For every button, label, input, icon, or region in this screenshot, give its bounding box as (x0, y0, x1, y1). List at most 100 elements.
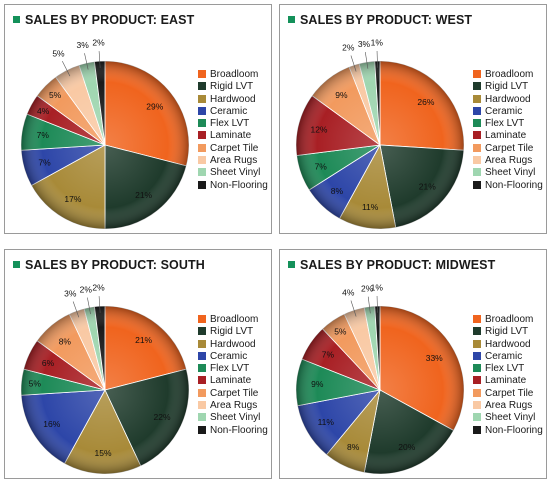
legend-item-rigid-lvt: Rigid LVT (473, 326, 543, 338)
legend-label: Ceramic (485, 105, 523, 117)
legend-label: Flex LVT (210, 118, 250, 130)
legend-swatch-icon (473, 351, 481, 360)
legend: Broadloom Rigid LVT Hardwood Ceramic Flex LV… (198, 69, 268, 192)
legend-label: Rigid LVT (485, 326, 529, 338)
legend-item-flex-lvt: Flex LVT (473, 118, 543, 130)
slice-label-flex-lvt: 7% (37, 130, 50, 140)
slice-label-hardwood: 8% (347, 442, 360, 452)
legend-item-rigid-lvt: Rigid LVT (198, 326, 268, 338)
legend-label: Hardwood (210, 93, 256, 105)
legend-swatch-icon (473, 106, 481, 115)
legend-label: Ceramic (210, 350, 248, 362)
slice-label-laminate: 6% (42, 358, 55, 368)
legend-swatch-icon (198, 376, 206, 385)
legend-item-hardwood: Hardwood (473, 94, 543, 106)
slice-label-rigid-lvt: 22% (153, 412, 170, 422)
legend: Broadloom Rigid LVT Hardwood Ceramic Flex LV… (473, 314, 543, 437)
legend-swatch-icon (473, 401, 481, 410)
slice-label-broadloom: 33% (426, 353, 443, 363)
legend-label: Ceramic (485, 350, 523, 362)
legend-label: Flex LVT (210, 363, 250, 375)
legend-swatch-icon (473, 327, 481, 336)
legend-label: Broadloom (485, 69, 534, 80)
leader-line-sheet-vinyl (367, 296, 371, 314)
chart-title: SALES BY PRODUCT: MIDWEST (288, 258, 495, 272)
slice-label-hardwood: 17% (64, 194, 81, 204)
leader-line-area-rugs (350, 55, 357, 72)
title-marker-icon (288, 16, 295, 23)
legend-swatch-icon (198, 413, 206, 422)
legend-item-rigid-lvt: Rigid LVT (473, 81, 543, 93)
legend-swatch-icon (473, 413, 481, 422)
slice-label-rigid-lvt: 20% (398, 442, 415, 452)
slice-label-non-flooring: 2% (92, 38, 105, 48)
slice-label-carpet-tile: 5% (334, 327, 347, 337)
legend-item-carpet-tile: Carpet Tile (198, 143, 268, 155)
slice-label-ceramic: 16% (43, 419, 60, 429)
legend-swatch-icon (473, 180, 481, 189)
legend-swatch-icon (473, 70, 481, 78)
slice-label-carpet-tile: 8% (59, 336, 72, 346)
legend-item-carpet-tile: Carpet Tile (473, 388, 543, 400)
legend-swatch-icon (198, 388, 206, 397)
legend-label: Carpet Tile (210, 142, 259, 154)
legend-swatch-icon (198, 168, 206, 177)
legend-item-non-flooring: Non-Flooring (473, 180, 543, 192)
slice-label-non-flooring: 1% (371, 283, 384, 293)
legend-swatch-icon (473, 376, 481, 385)
legend-item-broadloom: Broadloom (473, 69, 543, 81)
legend-label: Broadloom (485, 314, 534, 325)
legend: Broadloom Rigid LVT Hardwood Ceramic Flex LV… (198, 314, 268, 437)
slice-label-non-flooring: 2% (92, 283, 105, 293)
legend-label: Area Rugs (485, 400, 533, 412)
legend-swatch-icon (198, 106, 206, 115)
slice-label-ceramic: 8% (331, 186, 344, 196)
legend-swatch-icon (198, 70, 206, 78)
chart-title-text: SALES BY PRODUCT: EAST (25, 13, 195, 27)
legend-label: Laminate (485, 130, 527, 142)
legend-label: Flex LVT (485, 118, 525, 130)
leader-line-non-flooring (376, 295, 378, 313)
title-marker-icon (13, 16, 20, 23)
legend-item-flex-lvt: Flex LVT (198, 363, 268, 375)
legend-item-non-flooring: Non-Flooring (198, 180, 268, 192)
slice-label-laminate: 12% (310, 124, 327, 134)
chart-title-text: SALES BY PRODUCT: SOUTH (25, 258, 205, 272)
legend-swatch-icon (198, 351, 206, 360)
legend-label: Carpet Tile (485, 142, 534, 154)
legend-item-sheet-vinyl: Sheet Vinyl (198, 412, 268, 424)
slice-labels: 29% 21% 17% 7% 7% 4% 5% 5% 3% 2% (37, 38, 164, 205)
title-marker-icon (13, 261, 20, 268)
legend-swatch-icon (473, 425, 481, 434)
legend-swatch-icon (198, 401, 206, 410)
legend-label: Non-Flooring (210, 179, 268, 191)
leader-line-non-flooring (98, 296, 101, 313)
slice-label-laminate: 4% (37, 106, 50, 116)
legend-item-non-flooring: Non-Flooring (473, 425, 543, 437)
legend-swatch-icon (198, 94, 206, 103)
slice-label-rigid-lvt: 21% (135, 190, 152, 200)
legend-swatch-icon (473, 156, 481, 165)
chart-title: SALES BY PRODUCT: WEST (288, 13, 472, 27)
legend-item-carpet-tile: Carpet Tile (473, 143, 543, 155)
legend-label: Hardwood (485, 338, 531, 350)
legend-item-hardwood: Hardwood (473, 339, 543, 351)
legend-swatch-icon (198, 156, 206, 165)
legend-label: Sheet Vinyl (485, 412, 536, 424)
pie-slices (295, 60, 465, 230)
slice-label-rigid-lvt: 21% (419, 182, 436, 192)
legend-item-flex-lvt: Flex LVT (473, 363, 543, 375)
legend-swatch-icon (473, 143, 481, 152)
pie-slices (295, 305, 465, 475)
legend-label: Laminate (210, 130, 252, 142)
legend-label: Area Rugs (210, 400, 258, 412)
slice-labels: 33% 20% 8% 11% 9% 7% 5% 4% 2%1% (311, 283, 443, 452)
legend-label: Hardwood (210, 338, 256, 350)
legend-label: Laminate (485, 375, 527, 387)
legend-swatch-icon (198, 143, 206, 152)
slice-label-sheet-vinyl: 3% (76, 40, 89, 50)
legend-swatch-icon (473, 131, 481, 140)
leader-line-sheet-vinyl (84, 53, 89, 70)
legend-label: Non-Flooring (485, 179, 543, 191)
leader-line-area-rugs (72, 301, 80, 318)
